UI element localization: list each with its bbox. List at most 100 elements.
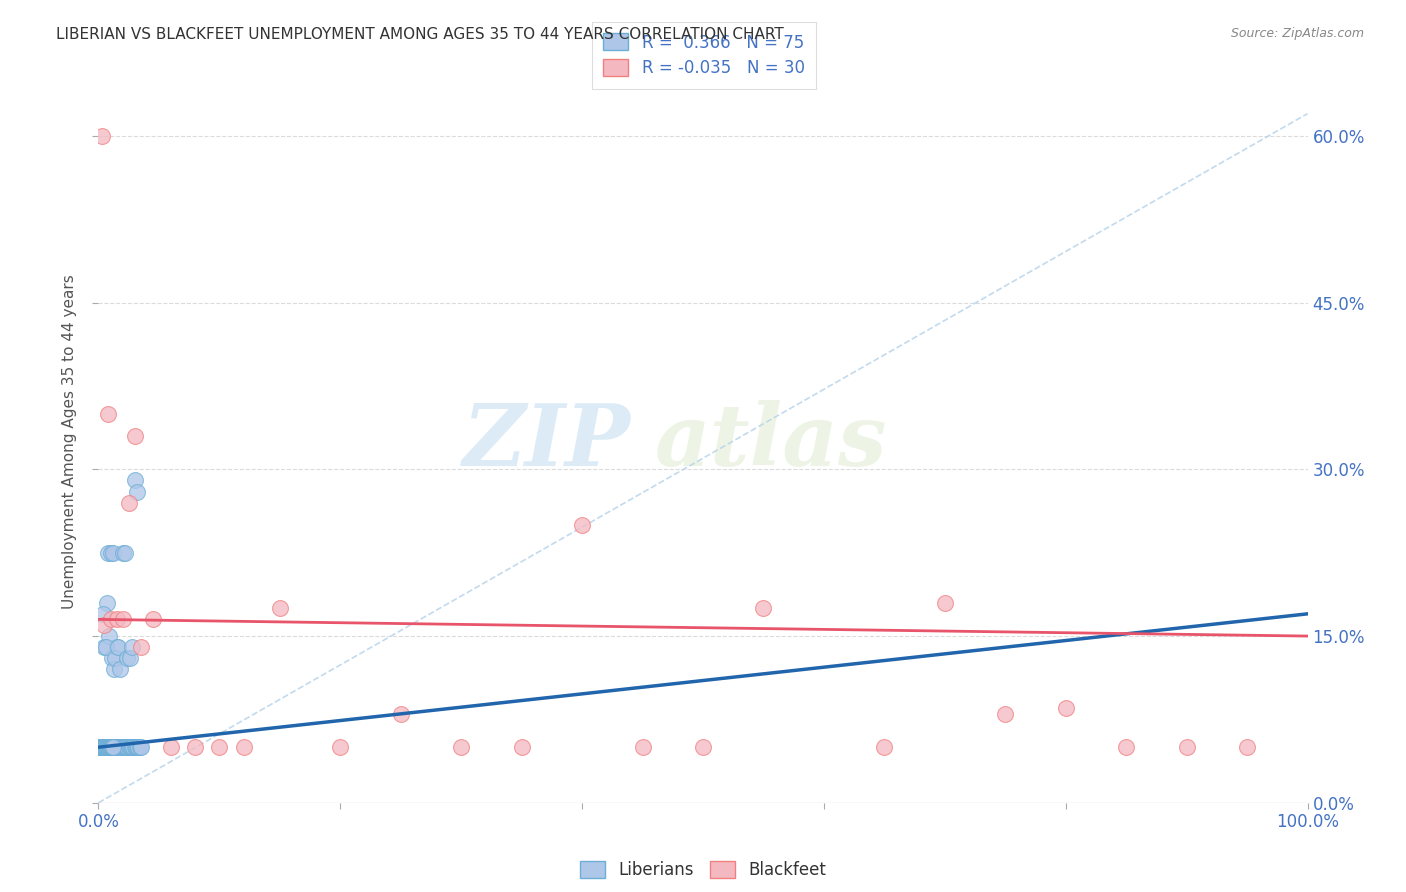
Text: LIBERIAN VS BLACKFEET UNEMPLOYMENT AMONG AGES 35 TO 44 YEARS CORRELATION CHART: LIBERIAN VS BLACKFEET UNEMPLOYMENT AMONG…	[56, 27, 785, 42]
Point	[934, 596, 956, 610]
Point	[160, 740, 183, 755]
Point	[98, 740, 121, 755]
Point	[1115, 740, 1137, 755]
Point	[101, 740, 124, 755]
Point	[93, 740, 115, 755]
Point	[108, 662, 131, 676]
Point	[208, 740, 231, 755]
Point	[94, 640, 117, 655]
Point	[129, 640, 152, 655]
Point	[100, 740, 122, 755]
Point	[125, 740, 148, 755]
Point	[96, 740, 118, 755]
Point	[111, 612, 134, 626]
Point	[232, 740, 254, 755]
Point	[94, 740, 117, 755]
Point	[98, 629, 121, 643]
Point	[90, 740, 112, 755]
Point	[752, 601, 775, 615]
Point	[117, 740, 139, 755]
Point	[111, 546, 134, 560]
Point	[93, 740, 115, 755]
Point	[1175, 740, 1198, 755]
Point	[105, 640, 128, 655]
Point	[101, 546, 124, 560]
Point	[97, 740, 120, 755]
Point	[118, 740, 141, 755]
Point	[89, 740, 111, 755]
Point	[98, 740, 121, 755]
Point	[120, 740, 142, 755]
Point	[269, 601, 291, 615]
Point	[101, 740, 124, 755]
Point	[127, 740, 149, 755]
Point	[100, 740, 122, 755]
Point	[91, 740, 114, 755]
Point	[100, 740, 122, 755]
Point	[129, 740, 152, 755]
Point	[103, 740, 125, 755]
Point	[118, 740, 141, 755]
Point	[329, 740, 352, 755]
Point	[114, 740, 136, 755]
Point	[97, 740, 120, 755]
Point	[101, 740, 124, 755]
Point	[91, 740, 114, 755]
Point	[93, 640, 115, 655]
Point	[94, 740, 117, 755]
Point	[100, 546, 122, 560]
Point	[90, 740, 112, 755]
Point	[104, 740, 127, 755]
Point	[111, 740, 134, 755]
Point	[118, 496, 141, 510]
Point	[510, 740, 533, 755]
Point	[100, 651, 122, 665]
Point	[115, 740, 138, 755]
Point	[96, 740, 118, 755]
Point	[96, 740, 118, 755]
Point	[108, 740, 131, 755]
Point	[994, 706, 1017, 721]
Point	[97, 740, 120, 755]
Point	[91, 740, 114, 755]
Text: Source: ZipAtlas.com: Source: ZipAtlas.com	[1230, 27, 1364, 40]
Point	[107, 640, 129, 655]
Point	[571, 517, 593, 532]
Point	[103, 740, 125, 755]
Point	[117, 651, 139, 665]
Point	[101, 740, 124, 755]
Point	[90, 740, 112, 755]
Point	[93, 740, 115, 755]
Point	[93, 618, 115, 632]
Point	[97, 407, 120, 421]
Point	[103, 662, 125, 676]
Point	[87, 740, 110, 755]
Point	[98, 740, 121, 755]
Point	[104, 740, 127, 755]
Point	[121, 740, 143, 755]
Point	[127, 740, 149, 755]
Point	[121, 640, 143, 655]
Point	[1236, 740, 1258, 755]
Point	[96, 740, 118, 755]
Point	[90, 740, 112, 755]
Point	[100, 740, 122, 755]
Y-axis label: Unemployment Among Ages 35 to 44 years: Unemployment Among Ages 35 to 44 years	[62, 274, 77, 609]
Point	[97, 546, 120, 560]
Point	[118, 651, 141, 665]
Point	[107, 740, 129, 755]
Point	[1054, 701, 1077, 715]
Point	[96, 740, 118, 755]
Point	[114, 546, 136, 560]
Point	[97, 740, 120, 755]
Point	[184, 740, 207, 755]
Point	[93, 740, 115, 755]
Point	[98, 740, 121, 755]
Point	[122, 740, 145, 755]
Point	[127, 484, 149, 499]
Point	[631, 740, 654, 755]
Text: atlas: atlas	[655, 400, 887, 483]
Point	[873, 740, 896, 755]
Legend: Liberians, Blackfeet: Liberians, Blackfeet	[574, 855, 832, 886]
Point	[100, 612, 122, 626]
